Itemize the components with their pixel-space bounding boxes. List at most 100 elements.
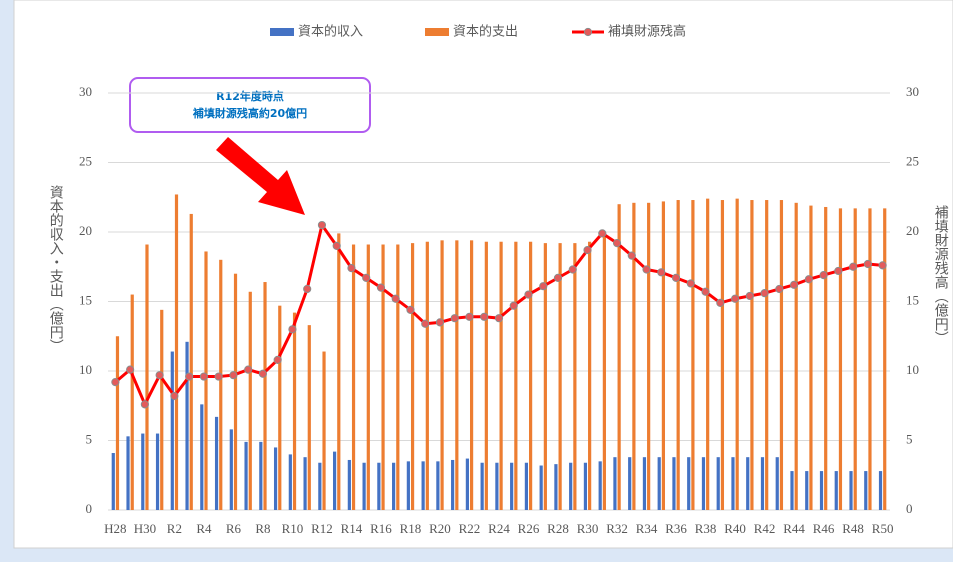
point: [730, 294, 740, 303]
bar: [598, 461, 602, 510]
point: [494, 314, 504, 323]
y-axis-label: 資本的収入・支出（億円）: [48, 185, 64, 353]
bar: [676, 200, 680, 510]
y-tick-label: 30: [79, 84, 92, 99]
bar: [436, 461, 440, 510]
point: [539, 282, 548, 291]
point: [524, 290, 533, 299]
bar: [155, 433, 160, 510]
bar: [392, 462, 396, 510]
x-tick-label: R42: [754, 521, 776, 536]
y-tick-label: 10: [79, 362, 92, 377]
y2-tick-label: 15: [906, 292, 919, 307]
point: [583, 245, 592, 255]
point: [317, 220, 327, 230]
point: [819, 270, 828, 280]
point: [509, 301, 518, 310]
x-tick-label: R32: [606, 521, 628, 536]
point: [170, 391, 179, 401]
legend-label: 補填財源残高: [608, 24, 686, 40]
x-tick-label: R50: [872, 521, 894, 536]
point: [775, 284, 784, 294]
bar: [838, 208, 843, 510]
point: [671, 273, 681, 282]
bar: [366, 244, 370, 510]
bar: [706, 198, 710, 510]
x-tick-label: R30: [577, 521, 599, 536]
bar: [617, 204, 621, 510]
bar: [362, 462, 366, 510]
bar: [484, 241, 488, 511]
point: [421, 319, 430, 328]
bar: [204, 251, 208, 510]
bar: [735, 198, 739, 510]
bar: [853, 208, 857, 510]
x-tick-label: R44: [783, 521, 805, 536]
x-tick-label: R2: [167, 521, 182, 536]
bar: [746, 457, 750, 510]
point: [612, 239, 622, 248]
annotation: R12年度時点: [216, 89, 284, 103]
bar: [524, 462, 529, 510]
bar: [455, 240, 459, 510]
bar: [661, 201, 666, 511]
bar: [731, 457, 735, 510]
x-tick-label: H30: [134, 521, 156, 536]
x-tick-label: R10: [282, 521, 304, 536]
bar: [248, 291, 252, 510]
x-tick-label: R34: [636, 521, 658, 536]
point: [450, 314, 459, 323]
bar: [716, 457, 720, 510]
bar: [868, 208, 872, 510]
bar: [647, 202, 651, 510]
x-tick-label: H28: [104, 521, 126, 536]
bar: [849, 471, 853, 510]
point: [332, 241, 341, 250]
point: [199, 372, 209, 381]
plot: 0 5 10 15 20 25 30 0 5 10 15 20 25 30 H28 H30 R2 R4 R6 R8 R1…: [79, 24, 919, 536]
legend-swatch: [270, 28, 294, 36]
point: [834, 266, 843, 276]
legend-label: 資本的収入: [298, 24, 363, 40]
bar: [554, 464, 558, 510]
bar: [160, 309, 164, 510]
bar: [145, 244, 149, 510]
bar: [111, 453, 115, 510]
bar: [878, 471, 883, 510]
y-tick-label: 20: [79, 223, 92, 238]
bar: [244, 441, 248, 510]
point: [273, 355, 282, 364]
bar: [288, 454, 292, 510]
point: [480, 312, 489, 321]
point: [140, 400, 149, 409]
x-tick-label: R12: [311, 521, 333, 536]
bar: [259, 441, 263, 510]
x-tick-label: R46: [813, 521, 835, 536]
bar: [701, 457, 706, 510]
bar: [351, 244, 356, 510]
bar: [569, 462, 573, 510]
bar: [805, 471, 809, 510]
bar: [691, 200, 695, 510]
point: [642, 265, 651, 274]
bar: [307, 325, 311, 510]
x-tick-label: R38: [695, 521, 717, 536]
point: [126, 365, 135, 374]
x-tick-label: R40: [724, 521, 746, 536]
bar: [514, 241, 518, 511]
bar: [794, 202, 798, 510]
y-tick-label: 15: [79, 292, 92, 307]
bar: [809, 205, 813, 510]
x-tick-label: R26: [518, 521, 540, 536]
bar: [765, 200, 769, 510]
legend-swatch: [583, 27, 593, 37]
bar: [322, 351, 326, 510]
point: [435, 318, 445, 327]
y2-tick-label: 25: [906, 153, 919, 168]
bar: [377, 462, 381, 510]
y2-tick-label: 20: [906, 223, 919, 238]
bar: [170, 351, 174, 510]
y-tick-label: 0: [86, 501, 93, 516]
x-tick-label: R14: [341, 521, 363, 536]
